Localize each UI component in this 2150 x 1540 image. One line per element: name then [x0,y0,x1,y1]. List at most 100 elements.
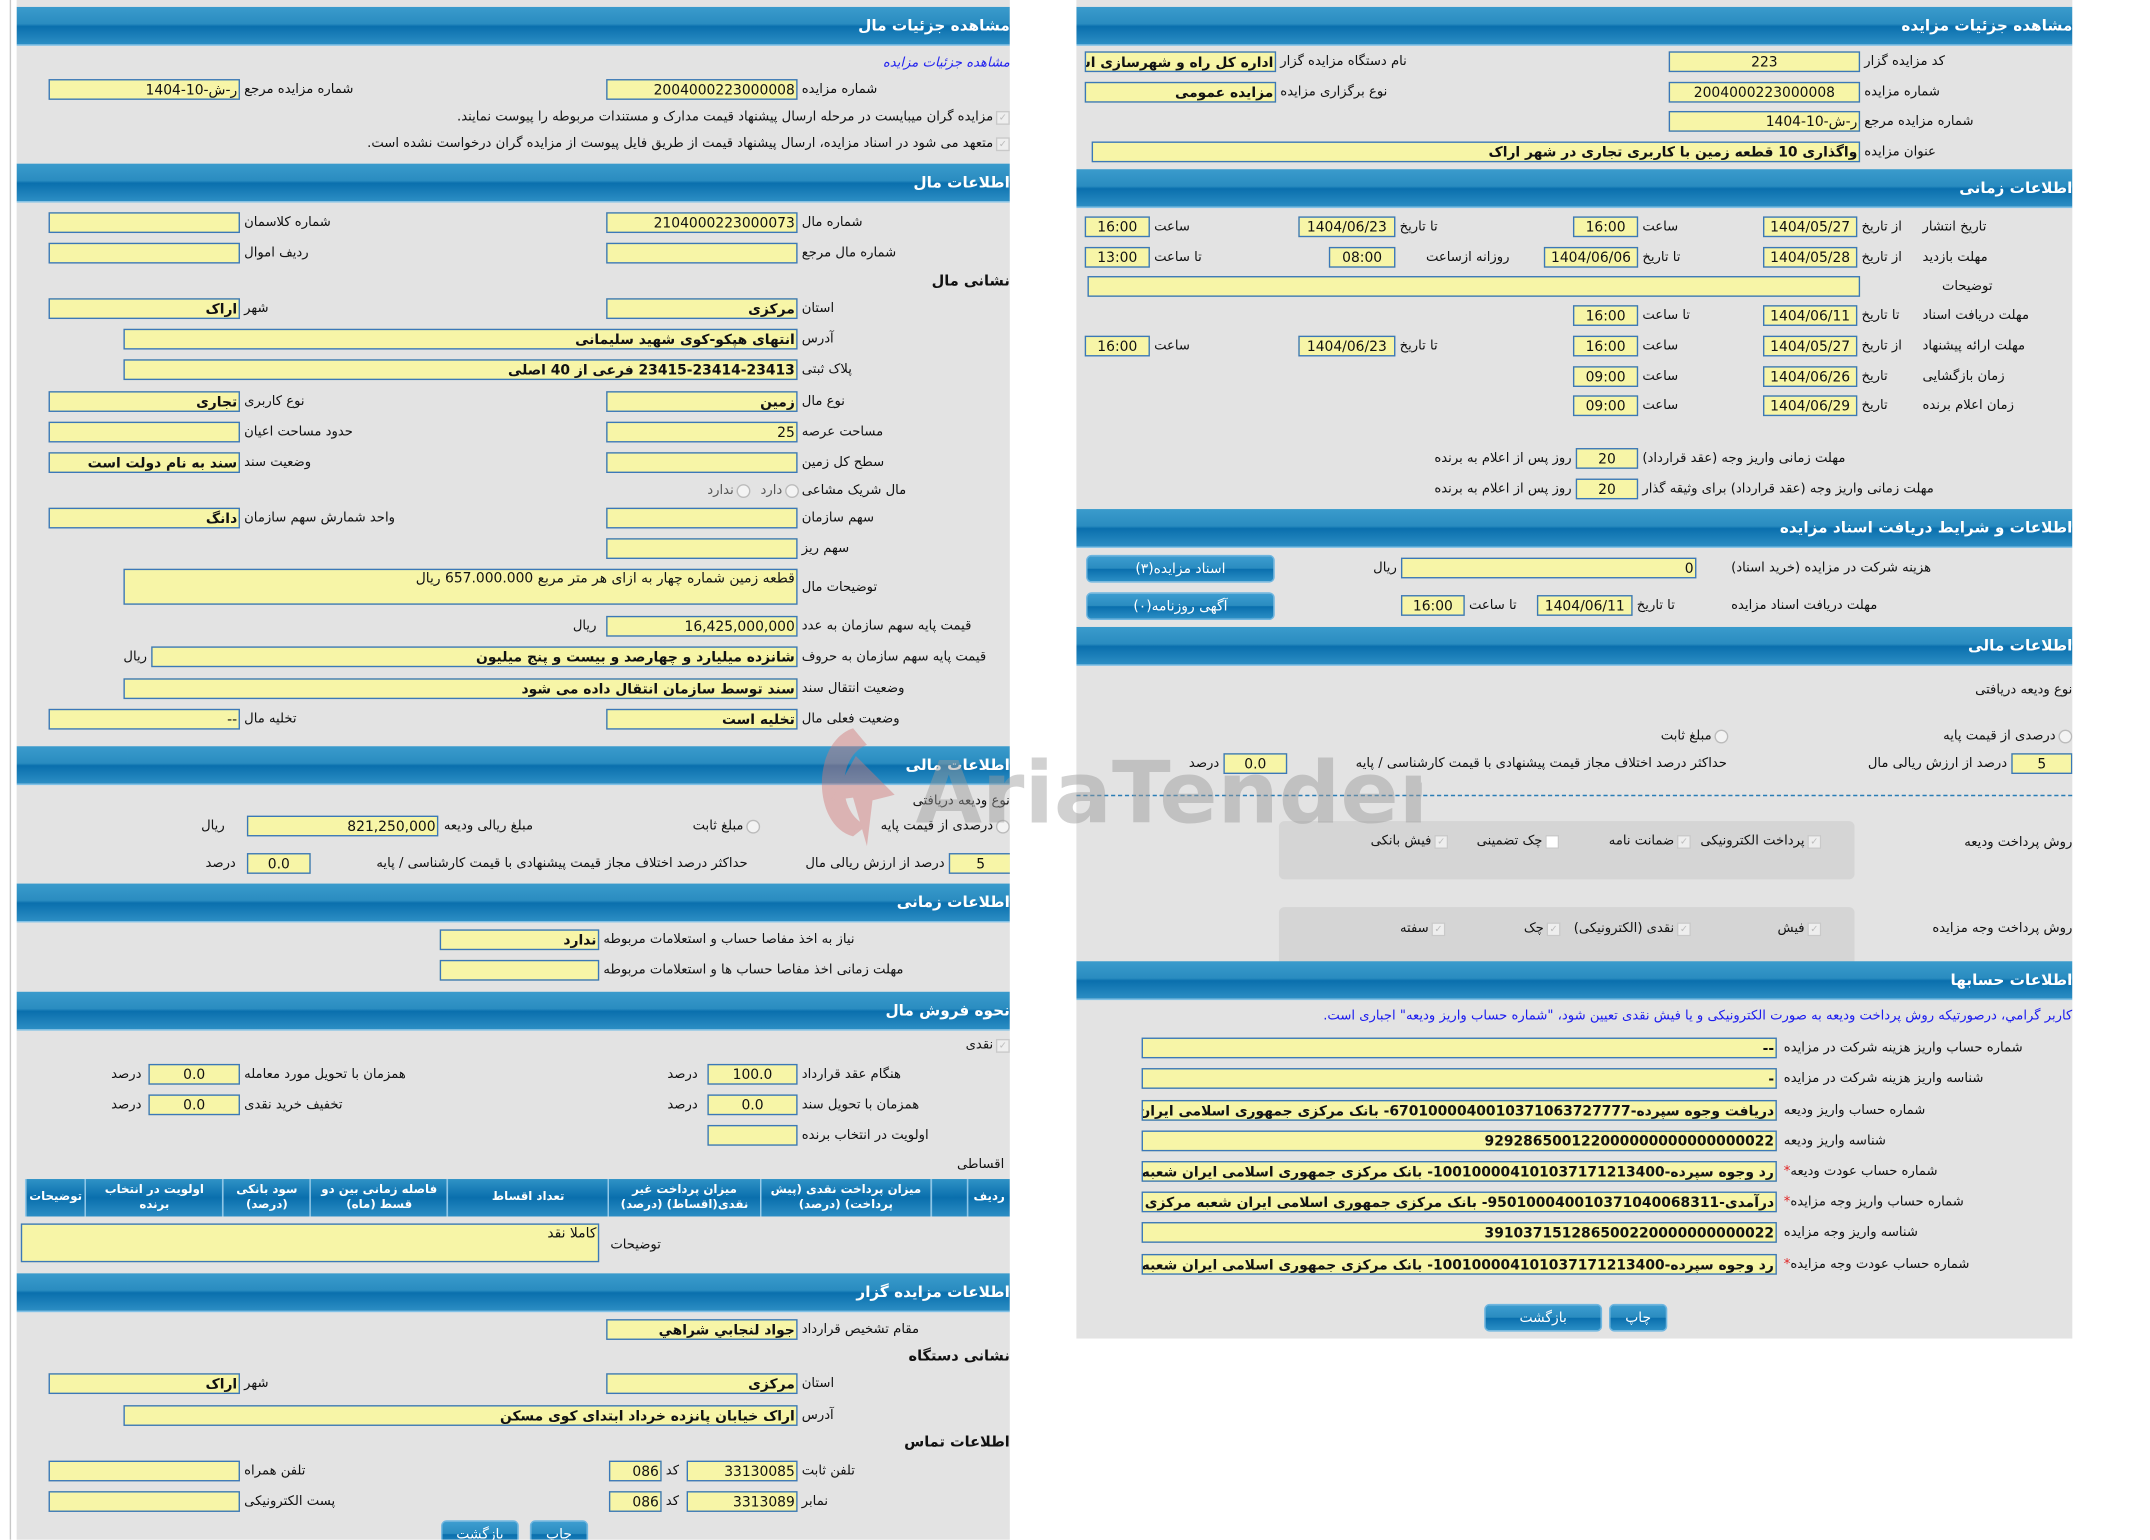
usage-type-field: تجاری [48,391,240,412]
account-label: شماره حساب واریز ودیعه [1784,1100,1925,1121]
checkbox-icon: ✓ [995,1038,1010,1053]
fixed-amount-radio[interactable]: مبلغ ثابت [1661,725,1729,746]
from-date-label: از تاریخ [1861,338,1902,354]
publish-to-date-field: 1404/06/23 [1298,216,1396,238]
clearance-deadline-label: مهلت زمانی اخذ مفاصا حساب ها و استعلامات… [603,962,904,978]
percent-of-base-radio[interactable]: درصدی از قیمت پایه [1943,725,2073,746]
org-code-field: 223 [1668,51,1861,73]
percent-of-base-radio[interactable]: درصدی از قیمت پایه [881,816,1010,837]
visit-label: مهلت بازدید [1922,249,1988,265]
fixed-amount-radio[interactable]: مبلغ ثابت [693,816,761,837]
org-address-label: آدرس [801,1407,834,1424]
item-status-field: تخلیه است [606,708,798,730]
docs-deadline-time-field: 16:00 [1400,595,1465,616]
section-title: اطلاعات مالی [1967,636,2073,655]
checkbox-label: چک تضمینی [1476,833,1543,849]
back-button[interactable]: بازگشت [441,1520,519,1540]
deposit-method-bank-slip[interactable]: ✓فیش بانکی [1371,831,1449,852]
sale-description-field: کاملا نقد [20,1223,600,1263]
micro-share-field [606,538,798,560]
max-diff-field: 0.0 [246,853,311,874]
shared-yes-radio[interactable]: دارد [761,480,799,501]
deposit-method-electronic[interactable]: ✓پرداخت الکترونیکی [1700,831,1822,852]
priority-field [707,1124,798,1146]
time-label: ساعت [1154,219,1190,235]
checkbox-icon: ✓ [1807,921,1822,936]
auction-number-field: 2004000223000008 [606,79,798,100]
newspaper-ads-button[interactable]: آگهی روزنامه(۰) [1086,592,1275,621]
radio-icon [1714,728,1729,743]
payment-methods-label: روش پرداخت وجه مزایده [1932,921,2073,937]
payment-methods-group: ✓فیش ✓نقدی (الکترونیکی) ✓چک ✓سفته [1278,907,1855,966]
payment-method-cheque[interactable]: ✓چک [1524,918,1561,939]
registration-plate-label: پلاک ثبتی [801,362,852,378]
time-label: ساعت [1642,368,1679,385]
section-title: اطلاعات زمانی [1959,178,2073,197]
to-date-label: تا تاریخ [1861,307,1900,324]
deposit-amount-field: 821,250,000 [246,815,439,837]
contract-authority-label: مقام تشخیص قرارداد [801,1321,920,1338]
print-button[interactable]: چاپ [529,1520,589,1540]
cash-checkbox[interactable]: ✓نقدی [966,1035,1010,1056]
checkbox-icon: ✓ [995,136,1010,151]
auction-subject-label: عنوان مزایده [1864,144,1936,160]
payment-method-slip[interactable]: ✓فیش [1778,918,1822,939]
item-reference-label: شماره مال مرجع [801,245,897,261]
checkbox-icon: ✓ [1431,921,1446,936]
account-label-text: شماره حساب واریز ودیعه [1783,1102,1926,1119]
section-header-timing: اطلاعات زمانی [1076,169,2073,209]
section-header-accounts: اطلاعات حسابها [1076,961,2073,1001]
checkbox-icon: ✓ [1677,921,1691,936]
fax-code-label: کد [665,1493,680,1510]
mobile-field [48,1460,240,1482]
reference-number-label: شماره مزایده مرجع [1864,113,1974,130]
publish-label: تاریخ انتشار [1922,219,1987,235]
contact-heading: اطلاعات تماس [904,1434,1010,1451]
time-label: ساعت [1154,338,1190,354]
org-share-label: سهم سازمان [801,510,875,526]
offer-deadline-label: مهلت ارائه پیشنهاد [1922,338,2026,354]
payment-method-promissory[interactable]: ✓سفته [1400,918,1446,939]
print-button[interactable]: چاپ [1609,1303,1668,1332]
share-unit-label: واحد شمارش سهم سازمان [244,510,395,526]
checkbox-label: چک [1523,921,1544,937]
back-button[interactable]: بازگشت [1484,1303,1603,1332]
building-area-label: حدود مساحت اعیان [244,424,353,440]
docs-deadline-date-field: 1404/06/11 [1536,595,1633,616]
payment-deadline-label: مهلت زمانی واریز وجه (عقد قرارداد) [1642,450,1846,467]
deposit-method-cheque[interactable]: چک تضمینی [1476,831,1560,852]
offer-to-date-field: 1404/06/23 [1298,335,1396,357]
shared-no-radio[interactable]: ندارد [707,480,751,501]
checkbox-icon: ✓ [1546,921,1561,936]
org-name-field: اداره کل راه و شهرسازی اس [1084,51,1277,73]
column-header: ردیف [967,1179,1010,1217]
section-header-auctioneer: اطلاعات مزایده گزار [16,1273,1010,1313]
column-header: میزان پرداخت نقدی (پیش پرداخت) (درصد) [759,1179,932,1217]
item-description-field: قطعه زمین شماره چهار به ازای هر متر مربع… [123,568,798,605]
section-header-auction-details: مشاهده جزئیات مزایده [1076,6,2073,46]
payment-method-cash-electronic[interactable]: ✓نقدی (الکترونیکی) [1574,918,1691,939]
section-title: اطلاعات مالی [905,755,1010,775]
cash-discount-label: تخفیف خرید نقدی [244,1097,343,1113]
registration-plate-field: 23415-23414-23413 فرعی از 40 اصلی [123,359,798,381]
from-date-label: از تاریخ [1861,249,1902,265]
item-details-panel: مشاهده جزئیات مال مشاهده جزئیات مزایده 2… [16,0,1010,1540]
item-address-heading: نشانی مال [931,273,1010,290]
on-delivery-field: 0.0 [148,1063,240,1085]
column-header: تعداد اقساط [447,1179,609,1217]
on-deed-label: همزمان با تحویل سند [801,1097,920,1113]
column-header: سود بانکی (درصد) [222,1179,311,1217]
deposit-method-guarantee[interactable]: ✓ضمانت نامه [1609,831,1691,852]
visit-from-date-field: 1404/05/28 [1763,246,1858,268]
auction-documents-button[interactable]: اسناد مزایده(۳) [1086,554,1275,583]
time-label: ساعت [1642,219,1679,235]
auction-details-link[interactable]: مشاهده جزئیات مزایده [882,55,1010,71]
checkbox-label: فیش [1777,921,1805,937]
radio-icon [736,483,751,498]
checkbox-label: ضمانت نامه [1608,833,1675,849]
org-address-field: اراک خیابان پانزده خرداد ابتدای کوی مسکن [123,1405,798,1426]
auction-number-field: 2004000223000008 [1668,81,1861,103]
days-suffix: روز پس از اعلام به برنده [1434,450,1572,467]
section-title: اطلاعات حسابها [1950,970,2073,990]
checkbox-icon: ✓ [1434,834,1449,849]
